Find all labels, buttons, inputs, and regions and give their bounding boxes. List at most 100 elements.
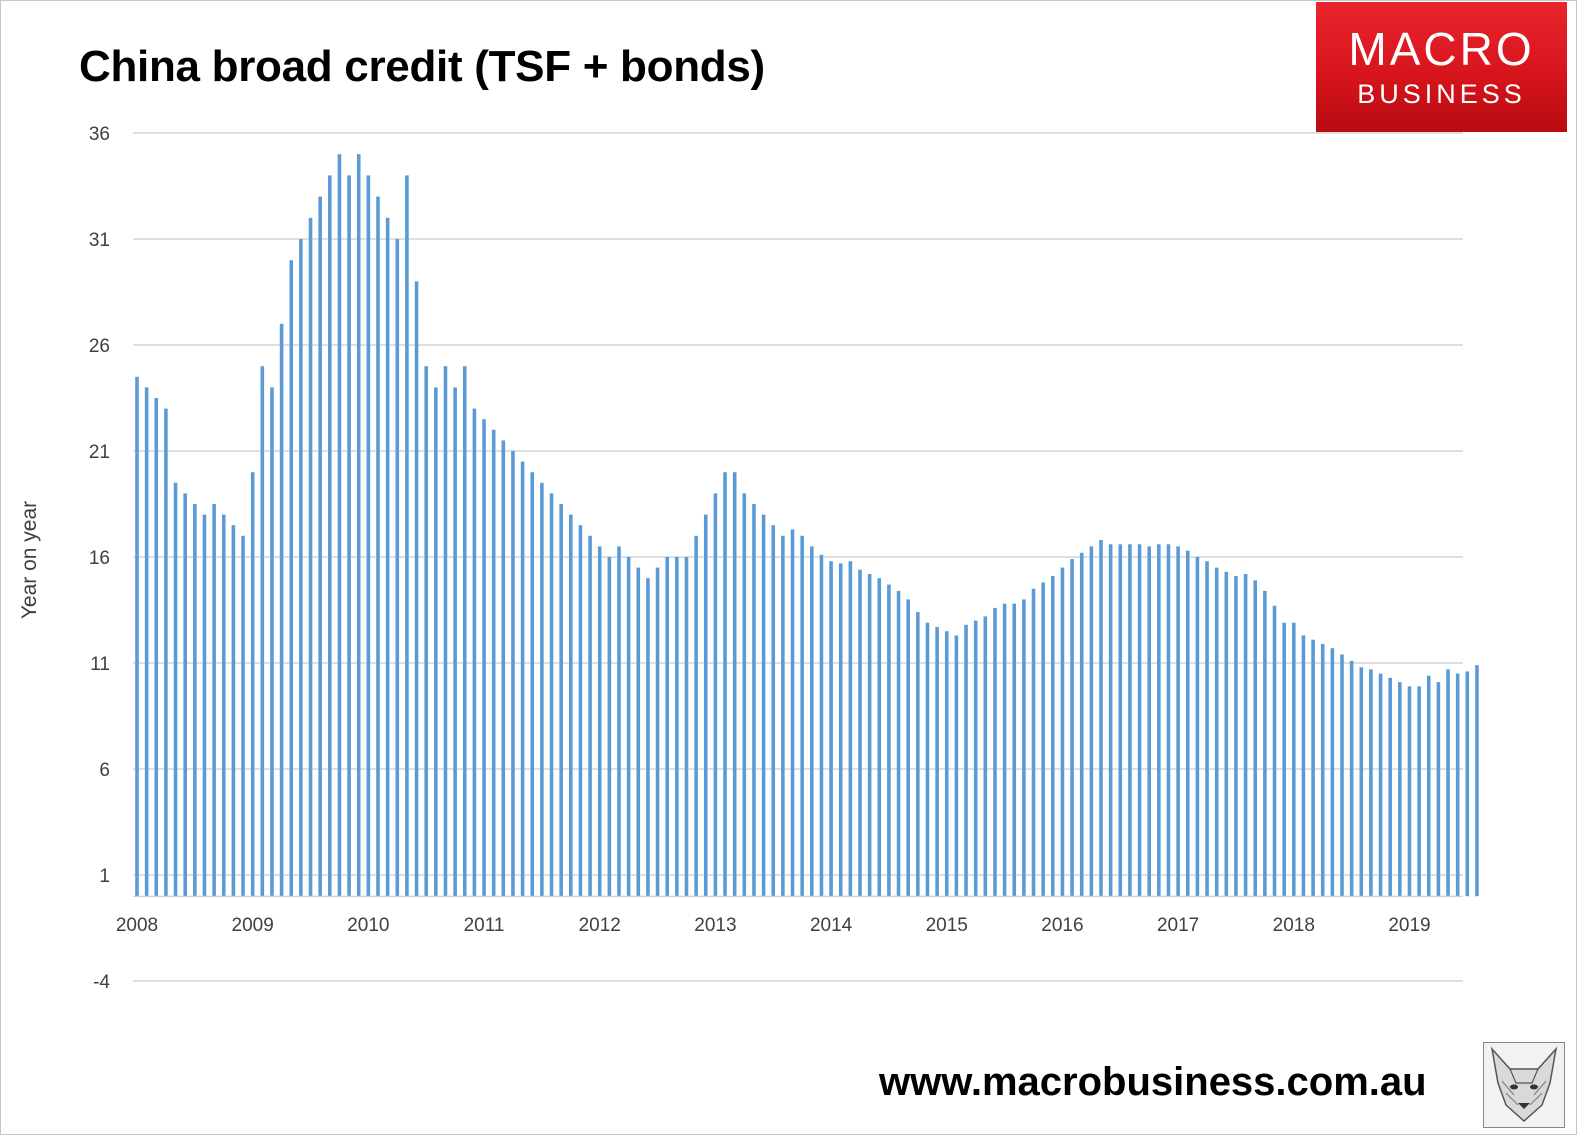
- bar: [1205, 561, 1209, 897]
- bar: [848, 561, 853, 897]
- bar: [520, 461, 525, 897]
- y-tick-label: -4: [93, 972, 110, 993]
- bar: [1031, 588, 1036, 897]
- y-tick-label: 6: [99, 760, 110, 781]
- bar: [144, 387, 149, 897]
- bar: [221, 514, 226, 897]
- bar: [135, 376, 139, 897]
- bar: [935, 626, 939, 897]
- x-tick-label: 2016: [1041, 915, 1083, 936]
- bar: [164, 408, 168, 897]
- x-tick-label: 2019: [1388, 915, 1430, 936]
- x-tick-label: 2011: [464, 915, 505, 936]
- bar: [906, 599, 910, 897]
- bar: [1282, 622, 1286, 897]
- bar: [511, 451, 515, 897]
- bar: [1041, 582, 1045, 897]
- bar: [964, 624, 968, 897]
- bar: [1301, 635, 1306, 897]
- bar: [993, 607, 997, 897]
- x-tick-label: 2015: [926, 915, 968, 936]
- bar: [462, 366, 467, 897]
- bar: [1465, 671, 1470, 897]
- bar: [1388, 677, 1392, 897]
- chart-title: China broad credit (TSF + bonds): [79, 42, 765, 91]
- bar: [887, 584, 891, 897]
- x-tick-label: 2010: [347, 915, 389, 936]
- bar: [1330, 648, 1335, 897]
- bar: [636, 567, 641, 897]
- bar: [761, 514, 766, 897]
- bar: [588, 535, 592, 897]
- bar: [250, 472, 255, 897]
- x-tick-label: 2017: [1157, 915, 1199, 936]
- x-tick-label: 2009: [232, 915, 274, 936]
- fox-mascot-icon: [1483, 1042, 1565, 1128]
- bar: [453, 387, 457, 897]
- bar: [771, 525, 776, 897]
- bar: [1108, 544, 1113, 897]
- bar: [1118, 544, 1123, 897]
- bar: [646, 578, 650, 897]
- bar: [1002, 603, 1007, 897]
- bar: [212, 504, 216, 897]
- bar: [1263, 590, 1267, 897]
- bar: [810, 546, 814, 897]
- bar: [703, 514, 708, 897]
- bar: [434, 387, 438, 897]
- bar: [482, 419, 486, 897]
- bar: [1022, 599, 1026, 897]
- bar: [1359, 667, 1364, 897]
- bar: [1089, 546, 1094, 897]
- x-tick-label: 2008: [116, 915, 158, 936]
- bar: [1234, 576, 1238, 897]
- bar: [742, 493, 747, 897]
- bar: [173, 482, 178, 897]
- bar: [877, 578, 882, 897]
- logo-line2: BUSINESS: [1357, 79, 1526, 109]
- bar: [1243, 573, 1248, 897]
- bar: [289, 260, 294, 897]
- bar: [867, 573, 872, 897]
- bar: [925, 622, 930, 897]
- bar: [347, 175, 351, 897]
- bar: [1060, 567, 1065, 897]
- y-tick-label: 36: [89, 124, 110, 145]
- bar: [385, 217, 390, 897]
- logo-line1: MACRO: [1348, 23, 1535, 75]
- bar: [713, 493, 718, 897]
- bar: [916, 612, 920, 897]
- x-tick-label: 2014: [810, 915, 853, 936]
- bar: [472, 408, 477, 897]
- bar: [193, 504, 197, 897]
- bar: [1446, 669, 1450, 897]
- y-tick-label: 31: [89, 230, 110, 251]
- bar: [1398, 682, 1402, 897]
- bar: [665, 557, 669, 897]
- bar: [376, 196, 380, 897]
- bar: [790, 529, 795, 897]
- bar: [1099, 540, 1103, 897]
- bar: [1253, 580, 1258, 897]
- bar: [154, 398, 159, 897]
- bar: [838, 563, 843, 897]
- bar: [752, 504, 756, 897]
- bar: [308, 217, 313, 897]
- bar: [675, 557, 679, 897]
- bar: [655, 567, 660, 897]
- bar: [540, 482, 544, 897]
- bar: [954, 635, 959, 897]
- bar: [559, 504, 563, 897]
- bar: [1051, 576, 1055, 897]
- bar: [1185, 550, 1190, 897]
- bar: [1195, 557, 1200, 897]
- bar: [829, 561, 833, 897]
- bar: [1349, 660, 1354, 897]
- bar: [1176, 546, 1180, 897]
- bar: [1147, 546, 1151, 897]
- x-tick-label: 2012: [579, 915, 621, 936]
- bar: [607, 557, 612, 897]
- x-tick-label: 2018: [1273, 915, 1315, 936]
- bar: [723, 472, 727, 897]
- bar: [1407, 686, 1412, 897]
